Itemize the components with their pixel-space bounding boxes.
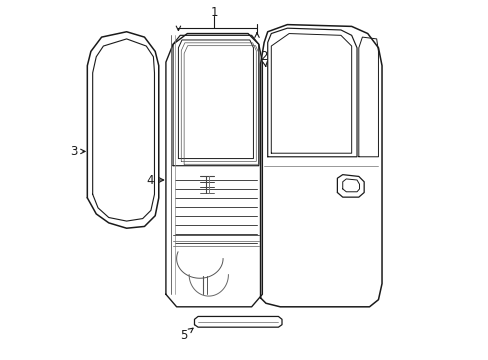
Text: 3: 3: [70, 145, 85, 158]
Text: 4: 4: [145, 174, 163, 186]
Text: 1: 1: [210, 6, 218, 19]
Text: 2: 2: [260, 50, 267, 67]
Text: 5: 5: [180, 328, 193, 342]
